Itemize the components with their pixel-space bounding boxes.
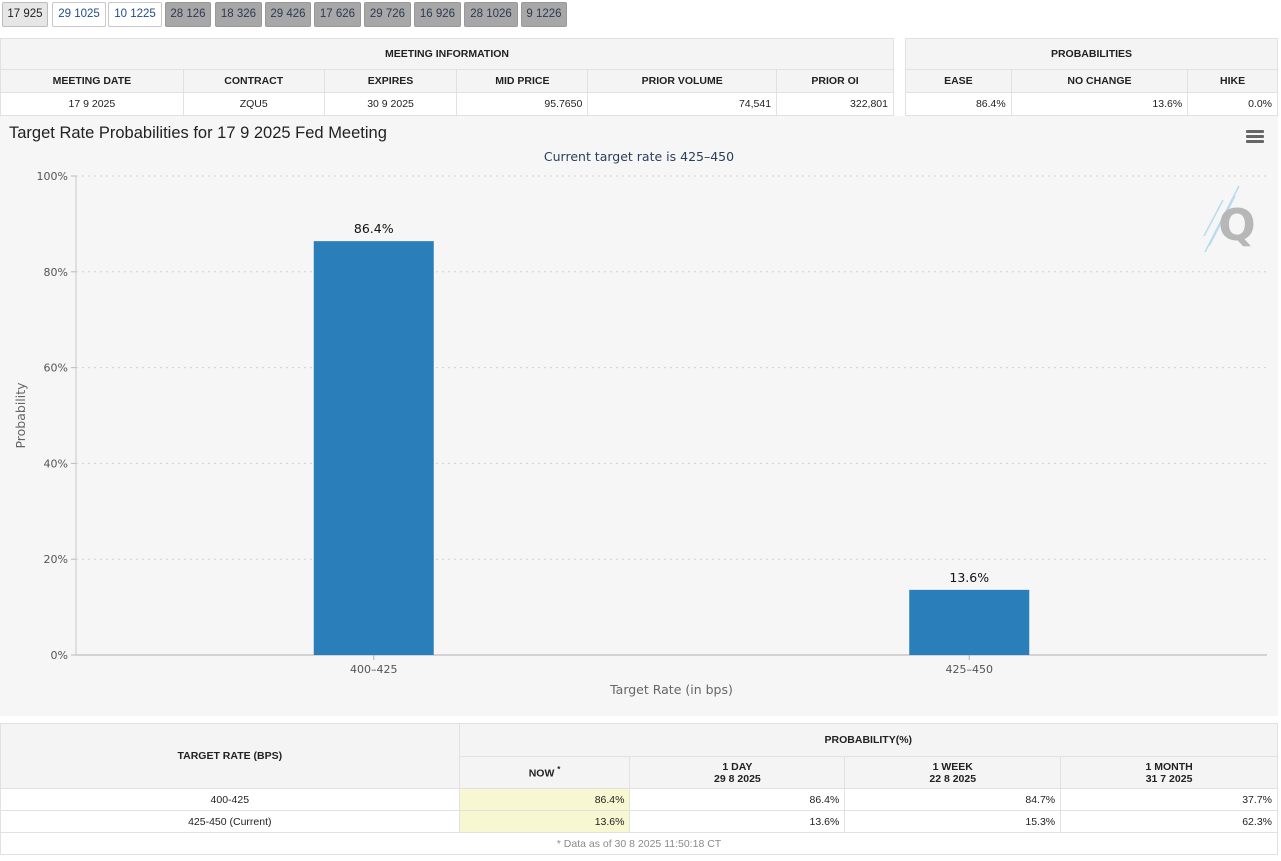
tab-29-426[interactable]: 29 426	[265, 2, 311, 27]
one-month-date: 31 7 2025	[1145, 772, 1193, 785]
bar	[313, 241, 434, 656]
rate-label: 400-425	[0, 788, 460, 811]
col-header-no-change: NO CHANGE	[1010, 69, 1189, 93]
probability-header: PROBABILITY(%)	[458, 723, 1279, 757]
one-month-value: 37.7%	[1060, 788, 1278, 811]
probabilities-table: PROBABILITIES EASE NO CHANGE HIKE 86.4% …	[905, 38, 1278, 116]
one-month-value: 62.3%	[1060, 810, 1278, 833]
table-row: 17 9 2025 ZQU5 30 9 2025 95.7650 74,541 …	[0, 92, 894, 116]
now-footnote-marker: *	[557, 765, 561, 775]
x-tick-label: 400–425	[350, 663, 398, 676]
col-header-prior-volume: PRIOR VOLUME	[587, 69, 778, 93]
svg-text:Q: Q	[1218, 200, 1255, 251]
one-month-label: 1 MONTH	[1145, 760, 1193, 773]
table-row: 425-450 (Current) 13.6% 13.6% 15.3% 62.3…	[0, 810, 1278, 833]
no-change-value: 13.6%	[1010, 92, 1189, 116]
meeting-information-table: MEETING INFORMATION MEETING DATE CONTRAC…	[0, 38, 894, 116]
col-header-mid-price: MID PRICE	[456, 69, 589, 93]
chart-title: Target Rate Probabilities for 17 9 2025 …	[9, 124, 387, 142]
now-value: 86.4%	[458, 788, 631, 811]
hamburger-menu-icon[interactable]	[1246, 130, 1264, 144]
tab-28-1026[interactable]: 28 1026	[464, 2, 518, 27]
tab-28-126[interactable]: 28 126	[165, 2, 211, 27]
prior-volume-value: 74,541	[587, 92, 778, 116]
y-tick-label: 60%	[44, 362, 68, 375]
bar	[909, 589, 1030, 655]
probability-history-table: TARGET RATE (BPS) PROBABILITY(%) NOW * 1…	[0, 723, 1279, 855]
col-header-ease: EASE	[905, 69, 1012, 93]
mid-price-value: 95.7650	[456, 92, 589, 116]
one-week-header: 1 WEEK 22 8 2025	[844, 756, 1062, 789]
col-header-meeting-date: MEETING DATE	[0, 69, 184, 93]
tab-16-926[interactable]: 16 926	[414, 2, 461, 27]
y-tick-label: 40%	[44, 457, 68, 470]
one-month-header: 1 MONTH 31 7 2025	[1060, 756, 1278, 789]
table-row: 400-425 86.4% 86.4% 84.7% 37.7%	[0, 788, 1278, 811]
one-week-value: 84.7%	[844, 788, 1062, 811]
hike-value: 0.0%	[1187, 92, 1278, 116]
y-tick-label: 0%	[51, 649, 68, 662]
tab-17-925[interactable]: 17 925	[2, 2, 48, 27]
y-tick-label: 80%	[44, 266, 68, 279]
ease-value: 86.4%	[905, 92, 1012, 116]
one-day-label: 1 DAY	[722, 760, 753, 773]
tab-10-1225[interactable]: 10 1225	[108, 2, 162, 27]
contract-value: ZQU5	[182, 92, 325, 116]
q-logo-watermark-icon: Q	[1203, 185, 1256, 253]
y-tick-label: 20%	[44, 553, 68, 566]
chart-area: Target Rate Probabilities for 17 9 2025 …	[0, 116, 1278, 716]
col-header-hike: HIKE	[1187, 69, 1278, 93]
table-row: 86.4% 13.6% 0.0%	[905, 92, 1278, 116]
tab-29-726[interactable]: 29 726	[364, 2, 411, 27]
prior-oi-value: 322,801	[776, 92, 894, 116]
now-value: 13.6%	[458, 810, 631, 833]
rate-label: 425-450 (Current)	[0, 810, 460, 833]
now-label: NOW	[528, 767, 555, 780]
col-header-prior-oi: PRIOR OI	[776, 69, 894, 93]
y-axis-label: Probability	[13, 382, 28, 449]
expires-value: 30 9 2025	[323, 92, 458, 116]
bar-data-label: 13.6%	[949, 570, 989, 585]
x-tick-label: 425–450	[946, 663, 994, 676]
col-header-expires: EXPIRES	[323, 69, 458, 93]
now-header: NOW *	[458, 756, 631, 789]
one-day-value: 86.4%	[629, 788, 846, 811]
probabilities-title: PROBABILITIES	[905, 38, 1278, 70]
one-week-date: 22 8 2025	[929, 772, 977, 785]
chart-subtitle: Current target rate is 425–450	[543, 149, 735, 164]
tab-17-626[interactable]: 17 626	[314, 2, 361, 27]
meeting-date-value: 17 9 2025	[0, 92, 184, 116]
x-axis-label: Target Rate (in bps)	[609, 682, 733, 697]
tab-29-1025[interactable]: 29 1025	[52, 2, 106, 27]
one-week-label: 1 WEEK	[932, 760, 973, 773]
y-tick-label: 100%	[37, 170, 68, 183]
col-header-contract: CONTRACT	[182, 69, 325, 93]
one-week-value: 15.3%	[844, 810, 1062, 833]
data-timestamp-footnote: * Data as of 30 8 2025 11:50:18 CT	[0, 832, 1278, 855]
tab-18-326[interactable]: 18 326	[215, 2, 262, 27]
target-rate-header: TARGET RATE (BPS)	[0, 723, 460, 789]
one-day-value: 13.6%	[629, 810, 846, 833]
tab-9-1226[interactable]: 9 1226	[521, 2, 567, 27]
bar-data-label: 86.4%	[354, 221, 394, 236]
one-day-date: 29 8 2025	[714, 772, 761, 785]
meeting-information-title: MEETING INFORMATION	[0, 38, 894, 70]
chart-plot: 0% 20% 40% 60% 80% 100% Probability Target Rate…	[13, 170, 1267, 697]
one-day-header: 1 DAY 29 8 2025	[629, 756, 846, 789]
